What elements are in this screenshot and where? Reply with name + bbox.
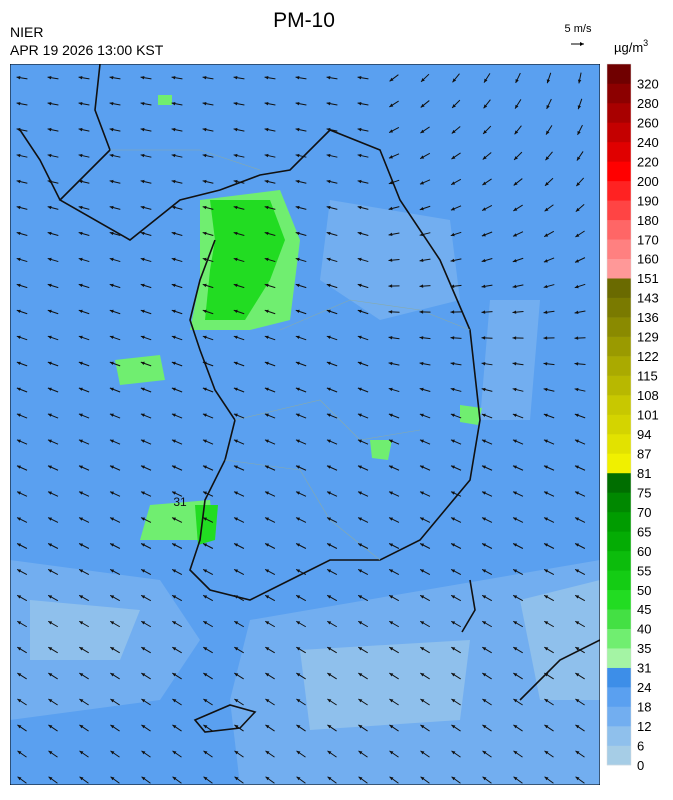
colorbar-swatch — [607, 395, 631, 415]
colorbar-label: 220 — [637, 154, 659, 169]
colorbar-label: 50 — [637, 583, 651, 598]
unit-base: µg/m — [614, 40, 643, 55]
colorbar-swatch — [607, 687, 631, 707]
colorbar-swatch — [607, 220, 631, 240]
colorbar-swatch — [607, 473, 631, 493]
colorbar-label: 87 — [637, 446, 651, 461]
colorbar-label: 151 — [637, 271, 659, 286]
colorbar: 0 6 12 18 24 31 35 40 45 50 55 60 65 70 75 81 87 94 101 108… — [607, 64, 659, 773]
contour-label: 31 — [173, 495, 187, 509]
colorbar-swatch — [607, 609, 631, 629]
colorbar-swatch — [607, 590, 631, 610]
unit-exponent: 3 — [643, 38, 648, 48]
colorbar-swatch — [607, 726, 631, 746]
colorbar-swatch — [607, 668, 631, 688]
colorbar-swatch — [607, 531, 631, 551]
colorbar-label: 6 — [637, 739, 644, 754]
colorbar-swatch — [607, 376, 631, 396]
colorbar-swatch — [607, 161, 631, 181]
colorbar-swatch — [607, 278, 631, 298]
colorbar-label: 12 — [637, 719, 651, 734]
colorbar-label: 115 — [637, 369, 658, 384]
colorbar-swatch — [607, 629, 631, 649]
colorbar-swatch — [607, 746, 631, 766]
colorbar-label: 240 — [637, 135, 659, 150]
colorbar-swatch — [607, 83, 631, 103]
colorbar-label: 60 — [637, 544, 651, 559]
colorbar-swatch — [607, 356, 631, 376]
colorbar-swatch — [607, 492, 631, 512]
unit: µg/m3 — [614, 38, 648, 55]
colorbar-label: 180 — [637, 213, 659, 228]
colorbar-label: 81 — [637, 466, 651, 481]
colorbar-swatch — [607, 200, 631, 220]
timestamp: APR 19 2026 13:00 KST — [10, 42, 164, 58]
colorbar-swatch — [607, 317, 631, 337]
colorbar-swatch — [607, 239, 631, 259]
colorbar-label: 94 — [637, 427, 651, 442]
colorbar-label: 35 — [637, 641, 651, 656]
colorbar-swatch — [607, 298, 631, 318]
source: NIER — [10, 24, 43, 40]
colorbar-label: 24 — [637, 680, 651, 695]
colorbar-label: 280 — [637, 96, 659, 111]
colorbar-label: 45 — [637, 602, 651, 617]
colorbar-swatch — [607, 181, 631, 201]
colorbar-label: 18 — [637, 700, 651, 715]
colorbar-label: 70 — [637, 505, 651, 520]
map — [10, 64, 600, 785]
colorbar-label: 143 — [637, 291, 659, 306]
colorbar-swatch — [607, 64, 631, 84]
colorbar-label: 65 — [637, 524, 651, 539]
colorbar-swatch — [607, 512, 631, 532]
colorbar-swatch — [607, 434, 631, 454]
colorbar-swatch — [607, 570, 631, 590]
colorbar-swatch — [607, 259, 631, 279]
colorbar-label: 55 — [637, 563, 651, 578]
colorbar-label: 75 — [637, 485, 651, 500]
colorbar-label: 200 — [637, 174, 659, 189]
colorbar-label: 320 — [637, 76, 659, 91]
colorbar-label: 122 — [637, 349, 659, 364]
colorbar-swatch — [607, 453, 631, 473]
colorbar-label: 108 — [637, 388, 659, 403]
colorbar-swatch — [607, 648, 631, 668]
colorbar-swatch — [607, 415, 631, 435]
colorbar-label: 129 — [637, 330, 659, 345]
wind-scale-label: 5 m/s — [565, 23, 592, 35]
colorbar-swatch — [607, 337, 631, 357]
title: PM-10 — [273, 9, 335, 32]
colorbar-label: 190 — [637, 193, 659, 208]
colorbar-label: 40 — [637, 622, 651, 637]
colorbar-label: 260 — [637, 115, 659, 130]
colorbar-label: 160 — [637, 252, 659, 267]
colorbar-label: 136 — [637, 310, 659, 325]
colorbar-swatch — [607, 142, 631, 162]
colorbar-label: 0 — [637, 758, 644, 773]
colorbar-swatch — [607, 103, 631, 123]
colorbar-label: 170 — [637, 232, 659, 247]
wind-scale-arrow — [571, 42, 584, 46]
colorbar-swatch — [607, 707, 631, 727]
colorbar-label: 101 — [637, 408, 659, 423]
colorbar-swatch — [607, 551, 631, 571]
colorbar-swatch — [607, 122, 631, 142]
colorbar-label: 31 — [637, 661, 651, 676]
